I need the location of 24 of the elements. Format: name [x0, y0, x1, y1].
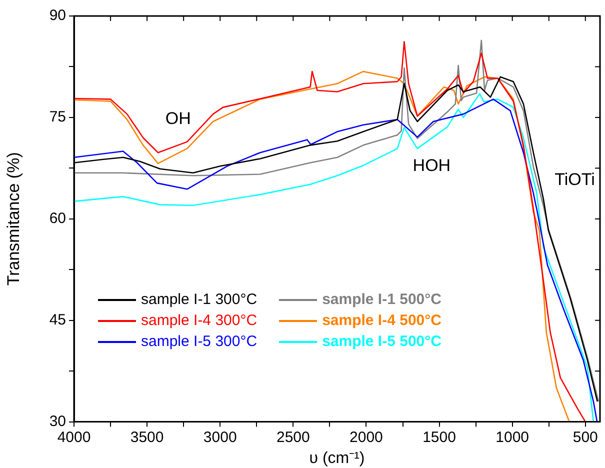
legend-label: sample I-5 500°C	[322, 332, 442, 352]
y-tick-label: 30	[49, 412, 66, 430]
x-tick-label: 2500	[276, 428, 310, 446]
x-tick-label: 1500	[422, 428, 456, 446]
x-tick-label: 3000	[203, 428, 237, 446]
y-tick-label: 60	[49, 210, 66, 228]
legend-label: sample I-4 300°C	[141, 311, 258, 331]
x-tick-label: 3500	[130, 428, 164, 446]
annotation: HOH	[412, 156, 451, 175]
x-tick-label: 500	[572, 428, 598, 446]
legend-label: sample I-1 300°C	[141, 290, 258, 310]
legend-label: sample I-4 500°C	[322, 311, 442, 331]
y-tick-label: 90	[49, 7, 66, 24]
legend-label: sample I-1 500°C	[322, 290, 442, 310]
x-tick-label: 4000	[57, 428, 91, 446]
x-tick-label: 1000	[496, 428, 530, 446]
x-tick-label: 2000	[350, 428, 383, 446]
annotation: TiOTi	[554, 170, 595, 190]
annotation: OH	[165, 109, 191, 128]
y-tick-label: 45	[49, 311, 66, 328]
legend-label: sample I-5 300°C	[141, 332, 258, 352]
x-axis-title: υ (cm⁻¹)	[309, 450, 365, 467]
y-axis-title: Transmitance (%)	[4, 152, 23, 286]
y-tick-label: 75	[49, 108, 66, 126]
